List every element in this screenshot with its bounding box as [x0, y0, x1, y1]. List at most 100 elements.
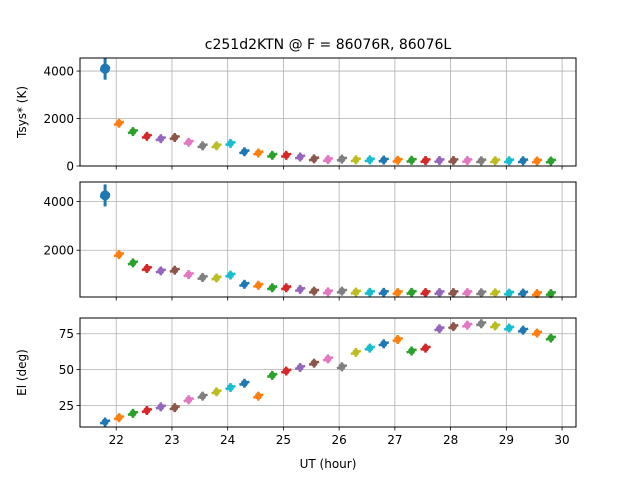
data-point [489, 288, 501, 298]
point-marker [268, 371, 276, 379]
data-point [420, 343, 431, 353]
data-point [461, 320, 473, 330]
panel-1: 0 2000 4000 Tsys* (K) [15, 57, 577, 173]
point-marker [268, 284, 276, 292]
point-marker [338, 287, 346, 295]
point-marker [519, 157, 527, 165]
point-marker [268, 151, 276, 159]
data-point [392, 155, 404, 165]
point-marker [254, 392, 262, 400]
data-point [517, 156, 529, 166]
x-tick-label: 27 [387, 433, 402, 447]
point-marker [547, 290, 555, 298]
x-tick-label: 28 [443, 433, 458, 447]
data-point [266, 370, 278, 380]
data-point [392, 335, 404, 345]
data-point [252, 391, 264, 401]
data-point [475, 319, 487, 329]
data-point [141, 131, 153, 141]
data-point [141, 263, 153, 273]
point-marker [143, 132, 151, 140]
x-tick-label: 23 [164, 433, 179, 447]
point-marker [254, 149, 262, 157]
point-marker [171, 266, 179, 274]
point-marker [240, 148, 248, 156]
data-point [420, 288, 431, 298]
point-marker [366, 156, 374, 164]
point-marker [171, 134, 179, 142]
point-marker [352, 156, 360, 164]
point-marker [226, 139, 234, 147]
data-point [448, 156, 459, 166]
point-marker [143, 407, 151, 415]
point-marker [226, 271, 234, 279]
y-tick-label: 0 [66, 159, 74, 173]
data-point [155, 266, 167, 276]
data-point [364, 155, 376, 165]
data-point [169, 133, 181, 143]
y-tick-label: 75 [59, 327, 74, 341]
point-marker [547, 334, 555, 342]
point-marker [213, 388, 221, 396]
point-marker [505, 324, 513, 332]
point-marker [422, 157, 430, 165]
data-point [434, 288, 445, 298]
point-marker [213, 142, 221, 150]
data-point [308, 358, 320, 368]
point-marker [296, 153, 304, 161]
data-point [364, 287, 376, 297]
point-marker [394, 289, 402, 297]
point-marker [199, 142, 207, 150]
point-marker [505, 157, 513, 165]
y-tick-label: 4000 [43, 64, 74, 78]
data-point [489, 321, 501, 331]
data-point [239, 279, 250, 289]
point-marker [449, 157, 457, 165]
x-tick-label: 25 [276, 433, 291, 447]
data-point [448, 288, 459, 298]
point-marker [435, 157, 443, 165]
data-point [350, 155, 362, 165]
y-tick-label: 50 [59, 363, 74, 377]
point-marker [463, 321, 471, 329]
data-point [475, 288, 487, 298]
point-marker [115, 251, 123, 259]
x-tick-label: 26 [332, 433, 347, 447]
data-point [197, 391, 208, 401]
point-marker [408, 156, 416, 164]
point-marker [463, 289, 471, 297]
data-point [420, 156, 431, 166]
point-marker [213, 274, 221, 282]
point-marker [129, 259, 137, 267]
point-marker [338, 363, 346, 371]
point-marker [547, 157, 555, 165]
point-marker [100, 63, 111, 74]
point-marker [101, 418, 109, 426]
data-point [517, 325, 529, 335]
data-point [252, 280, 264, 290]
data-point [531, 328, 543, 338]
point-marker [380, 340, 388, 348]
data-point [127, 408, 139, 418]
data-point [322, 155, 334, 165]
data-point [322, 354, 334, 364]
point-marker [380, 156, 388, 164]
point-marker [435, 325, 443, 333]
data-point [183, 395, 195, 405]
data-point [99, 184, 111, 207]
point-marker [394, 336, 402, 344]
point-marker [185, 396, 193, 404]
data-point [169, 403, 181, 413]
y-axis-label: El (deg) [15, 349, 29, 396]
data-point [155, 402, 167, 412]
point-marker [157, 267, 165, 275]
data-point [127, 127, 139, 137]
data-point [197, 273, 208, 283]
point-marker [519, 289, 527, 297]
point-marker [352, 288, 360, 296]
data-point [280, 150, 292, 160]
point-marker [408, 288, 416, 296]
point-marker [477, 320, 485, 328]
point-marker [422, 344, 430, 352]
